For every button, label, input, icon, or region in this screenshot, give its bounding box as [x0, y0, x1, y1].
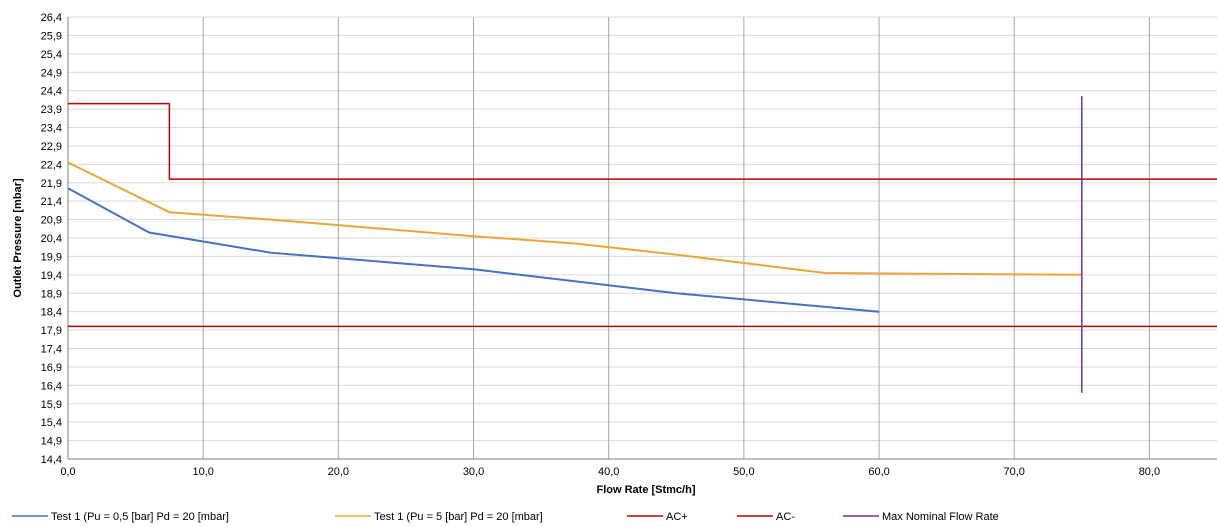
series-line-2 — [68, 102, 1217, 180]
y-tick-label: 22,4 — [41, 159, 62, 171]
x-tick-label: 80,0 — [1139, 466, 1160, 478]
legend: Test 1 (Pu = 0,5 [bar] Pd = 20 [mbar] Tes… — [12, 511, 999, 523]
y-tick-label: 16,9 — [41, 362, 62, 374]
y-tick-label: 21,4 — [41, 196, 62, 208]
x-tick-label: 10,0 — [192, 466, 213, 478]
y-tick-label: 14,9 — [41, 436, 62, 448]
legend-label-1: Test 1 (Pu = 5 [bar] Pd = 20 [mbar] — [374, 511, 543, 523]
y-tick-label: 26,4 — [41, 12, 62, 24]
y-tick-label: 25,4 — [41, 49, 62, 61]
y-tick-label: 24,4 — [41, 86, 62, 98]
legend-label-0: Test 1 (Pu = 0,5 [bar] Pd = 20 [mbar] — [51, 511, 229, 523]
y-tick-label: 19,4 — [41, 270, 62, 282]
legend-label-4: Max Nominal Flow Rate — [882, 511, 999, 523]
y-tick-label: 14,4 — [41, 454, 62, 466]
grid — [67, 16, 1217, 460]
y-tick-label: 15,9 — [41, 399, 62, 411]
y-tick-label: 17,9 — [41, 325, 62, 337]
y-axis-title: Outlet Pressure [mbar] — [12, 178, 24, 298]
x-tick-label: 50,0 — [733, 466, 754, 478]
x-tick-label: 70,0 — [1004, 466, 1025, 478]
series-line-0 — [67, 187, 880, 313]
axes: 14,4 14,9 15,4 15,9 16,4 16,9 17,4 17,9 18,4 18,9… — [41, 12, 1217, 478]
x-tick-label: 40,0 — [598, 466, 619, 478]
y-tick-label: 18,4 — [41, 307, 62, 319]
y-tick-label: 25,9 — [41, 30, 62, 42]
x-tick-label: 0,0 — [60, 466, 75, 478]
x-tick-label: 60,0 — [868, 466, 889, 478]
y-tick-label: 16,4 — [41, 380, 62, 392]
legend-label-3: AC- — [776, 511, 795, 523]
x-tick-label: 30,0 — [463, 466, 484, 478]
x-axis-title: Flow Rate [Stmc/h] — [596, 484, 695, 496]
y-tick-label: 22,9 — [41, 141, 62, 153]
series-line-1 — [67, 161, 1082, 276]
y-tick-label: 23,9 — [41, 104, 62, 116]
y-tick-label: 20,4 — [41, 233, 62, 245]
y-tick-label: 19,9 — [41, 251, 62, 263]
y-tick-label: 24,9 — [41, 67, 62, 79]
y-tick-label: 18,9 — [41, 288, 62, 300]
y-tick-label: 15,4 — [41, 417, 62, 429]
y-tick-label: 20,9 — [41, 215, 62, 227]
y-tick-label: 23,4 — [41, 123, 62, 135]
legend-label-2: AC+ — [666, 511, 688, 523]
x-tick-label: 20,0 — [328, 466, 349, 478]
y-tick-label: 17,4 — [41, 344, 62, 356]
series — [67, 96, 1217, 393]
y-tick-label: 21,9 — [41, 178, 62, 190]
